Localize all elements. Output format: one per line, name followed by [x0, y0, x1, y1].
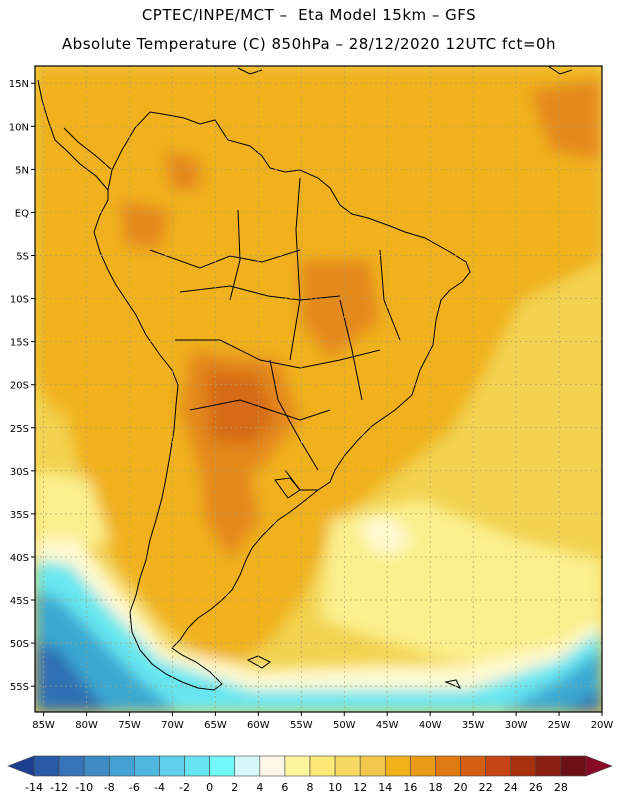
- colorbar-label: 22: [479, 781, 493, 794]
- colorbar-swatch: [359, 755, 386, 777]
- map-title-line-1: CPTEC/INPE/MCT – Eta Model 15km – GFS: [141, 6, 477, 24]
- continent-outline: [37, 66, 573, 691]
- colorbar-swatch: [334, 755, 361, 777]
- latitude-label: 5S: [16, 251, 29, 262]
- temperature-field: [35, 66, 602, 712]
- longitude-label: 75W: [118, 720, 141, 731]
- colorbar-max-arrow: [585, 755, 613, 777]
- longitude-label: 80W: [75, 720, 98, 731]
- longitude-label: 25W: [548, 720, 571, 731]
- colorbar-label: -10: [75, 781, 93, 794]
- longitude-label: 35W: [462, 720, 485, 731]
- colorbar-label: 24: [504, 781, 518, 794]
- colorbar-swatch: [234, 755, 261, 777]
- colorbar-swatch: [560, 755, 587, 777]
- colorbar-label: -4: [154, 781, 165, 794]
- longitude-label: 70W: [161, 720, 184, 731]
- colorbar-label: 6: [281, 781, 288, 794]
- latitude-label: 30S: [10, 467, 29, 478]
- map-title-line-2: Absolute Temperature (C) 850hPa – 28/12/…: [61, 35, 557, 53]
- latitude-label: 5N: [15, 165, 29, 176]
- latitude-label: 10N: [9, 122, 29, 133]
- colorbar-label: 16: [403, 781, 417, 794]
- latitude-label: 15N: [9, 79, 29, 90]
- colorbar-swatch: [535, 755, 562, 777]
- colorbar-swatch: [384, 755, 411, 777]
- colorbar-label: 26: [529, 781, 543, 794]
- colorbar-swatch: [259, 755, 286, 777]
- longitude-labels: 85W 80W 75W 70W 65W 60W 55W 50W 45W 40W 35W 30W 25W 2…: [32, 712, 613, 731]
- colorbar-label: -12: [50, 781, 68, 794]
- latitude-label: EQ: [15, 208, 29, 219]
- longitude-label: 30W: [505, 720, 528, 731]
- latitude-label: 35S: [10, 510, 29, 521]
- latitude-label: 20S: [10, 381, 29, 392]
- latitude-label: 40S: [10, 553, 29, 564]
- latitude-label: 25S: [10, 424, 29, 435]
- latitude-label: 10S: [10, 295, 29, 306]
- longitude-label: 40W: [419, 720, 442, 731]
- longitude-label: 45W: [376, 720, 399, 731]
- colorbar-label: 28: [554, 781, 568, 794]
- colorbar-swatch: [435, 755, 461, 777]
- colorbar-label: 8: [307, 781, 314, 794]
- latitude-labels: 15N 10N 5N EQ 5S 10S 15S 20S 25S 30S 35S 40S 45S 50S 5…: [9, 79, 35, 693]
- colorbar-swatch: [108, 755, 135, 777]
- temperature-colorbar: -14 -12 -10 -8 -6 -4 -2 0 2 4 6 8 10 12 14 16 18 20 22 24 26…: [7, 755, 613, 794]
- longitude-label: 85W: [32, 720, 55, 731]
- colorbar-label: 12: [353, 781, 367, 794]
- colorbar-swatch: [58, 755, 85, 777]
- colorbar-label: 18: [428, 781, 442, 794]
- colorbar-swatch: [485, 755, 512, 777]
- colorbar-swatch: [184, 755, 210, 777]
- colorbar-swatch: [33, 755, 60, 777]
- colorbar-swatch: [284, 755, 311, 777]
- colorbar-label: 14: [378, 781, 392, 794]
- longitude-label: 20W: [591, 720, 614, 731]
- longitude-label: 55W: [290, 720, 313, 731]
- colorbar-label: 0: [206, 781, 213, 794]
- colorbar-swatch: [159, 755, 185, 777]
- colorbar-label: 2: [231, 781, 238, 794]
- colorbar-label: 4: [256, 781, 263, 794]
- latitude-label: 15S: [10, 338, 29, 349]
- colorbar-label: 10: [328, 781, 342, 794]
- colorbar-swatch: [460, 755, 486, 777]
- colorbar-label: 20: [454, 781, 468, 794]
- latitude-label: 55S: [10, 682, 29, 693]
- colorbar-label: -2: [179, 781, 190, 794]
- map-frame: [34, 65, 603, 713]
- latitude-label: 45S: [10, 596, 29, 607]
- longitude-label: 50W: [333, 720, 356, 731]
- colorbar-swatch: [83, 755, 110, 777]
- colorbar-min-arrow: [7, 755, 35, 777]
- colorbar-swatch: [410, 755, 436, 777]
- colorbar-label: -14: [25, 781, 43, 794]
- colorbar-swatch: [134, 755, 160, 777]
- colorbar-swatch: [510, 755, 537, 777]
- colorbar-swatch: [209, 755, 236, 777]
- longitude-label: 65W: [204, 720, 227, 731]
- latitude-label: 50S: [10, 639, 29, 650]
- longitude-label: 60W: [247, 720, 270, 731]
- colorbar-label: -8: [104, 781, 115, 794]
- colorbar-swatch: [309, 755, 336, 777]
- colorbar-label: -6: [129, 781, 140, 794]
